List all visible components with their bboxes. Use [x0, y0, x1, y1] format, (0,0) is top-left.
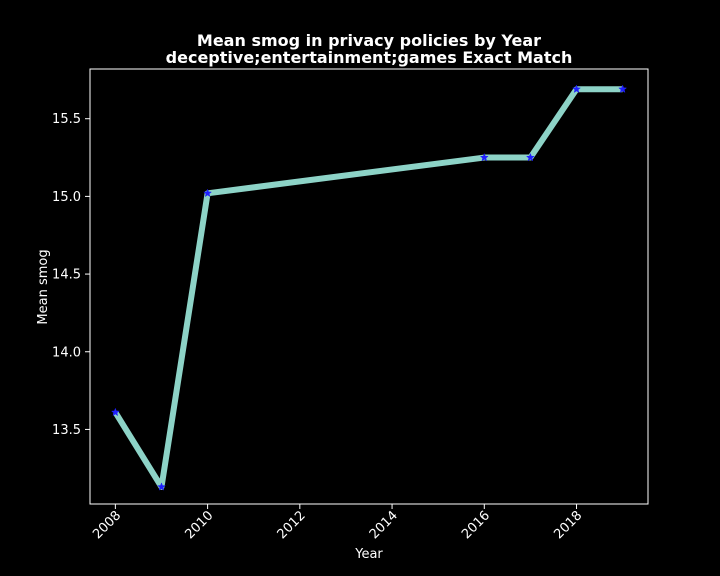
data-point-marker	[618, 84, 628, 93]
chart-subtitle: deceptive;entertainment;games Exact Matc…	[166, 48, 573, 67]
y-tick-label: 14.5	[52, 268, 81, 283]
x-axis-label: Year	[354, 547, 383, 562]
x-tick-label: 2008	[90, 508, 124, 542]
y-tick-label: 13.5	[52, 423, 81, 438]
y-tick-label: 15.0	[52, 190, 81, 205]
y-tick-label: 14.0	[52, 345, 81, 360]
data-point-marker	[479, 152, 489, 162]
x-tick-label: 2012	[275, 508, 309, 542]
y-axis: 13.5 14.0 14.5 15.0 15.5	[52, 112, 90, 438]
x-tick-label: 2014	[367, 508, 401, 542]
x-tick-label: 2016	[459, 508, 493, 542]
chart-title: Mean smog in privacy policies by Year	[197, 31, 541, 50]
data-point-marker	[572, 84, 581, 93]
data-point-marker	[203, 188, 213, 198]
plot-area	[89, 68, 649, 505]
series-layer	[110, 84, 628, 491]
y-tick-label: 15.5	[52, 112, 81, 127]
x-tick-label: 2010	[182, 508, 216, 542]
x-tick-label: 2018	[551, 508, 585, 542]
data-point-marker	[157, 482, 166, 491]
data-point-marker	[525, 152, 535, 162]
y-axis-label: Mean smog	[36, 249, 51, 324]
data-point-marker	[110, 407, 120, 417]
x-axis: 2008 2010 2012 2014 2016 2018	[90, 504, 585, 542]
